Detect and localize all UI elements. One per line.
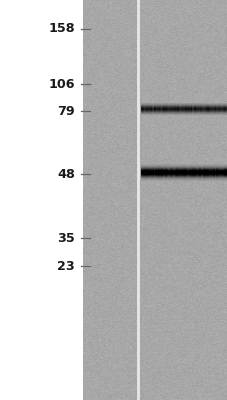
Text: 48: 48 xyxy=(57,168,75,180)
Text: 158: 158 xyxy=(48,22,75,35)
Text: 35: 35 xyxy=(57,232,75,244)
Text: 79: 79 xyxy=(57,105,75,118)
Text: 23: 23 xyxy=(57,260,75,272)
Bar xyxy=(0,0,83,400)
Text: 106: 106 xyxy=(49,78,75,90)
